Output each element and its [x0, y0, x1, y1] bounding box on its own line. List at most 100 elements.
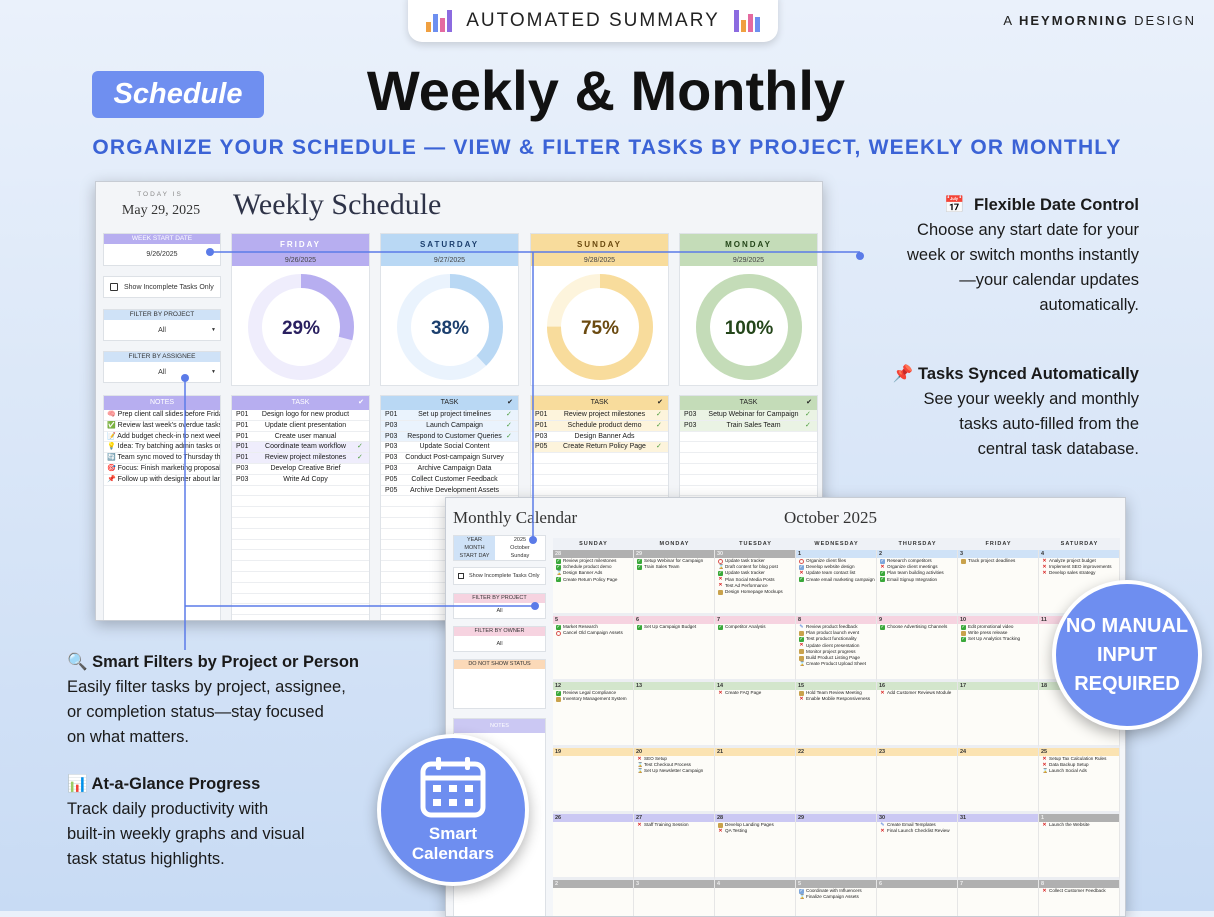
calendar-day[interactable]: 3: [634, 880, 715, 916]
task-row[interactable]: P01 Coordinate team workflow ✓: [232, 442, 369, 454]
calendar-day[interactable]: 30 Update task tracker ⌛ Draft content for …: [715, 550, 796, 616]
calendar-day[interactable]: 28 Develop Landing Pages ✕ QA Testing: [715, 814, 796, 880]
calendar-day[interactable]: 14 ✕ Create FAQ Page: [715, 682, 796, 748]
calendar-day[interactable]: 9 ✓ Choose Advertising Channels: [877, 616, 958, 682]
task-row[interactable]: P05 Archive Development Assets: [381, 486, 518, 497]
calendar-task[interactable]: ✕ Setup Tax Calculation Rules: [1039, 756, 1119, 762]
task-row[interactable]: P01 Create user manual: [232, 432, 369, 443]
year-select[interactable]: 2025: [513, 537, 527, 543]
check-icon[interactable]: ✓: [805, 411, 811, 418]
calendar-task[interactable]: Build Product Listing Page: [796, 655, 876, 661]
calendar-task[interactable]: ✓ Schedule product demo: [553, 564, 633, 570]
check-icon[interactable]: ✓: [357, 443, 363, 451]
calendar-task[interactable]: ✎ Create Email Templates: [877, 822, 957, 828]
task-row[interactable]: P03 Develop Creative Brief: [232, 464, 369, 475]
do-not-show-status-control[interactable]: DO NOT SHOW STATUS: [453, 659, 546, 709]
calendar-task[interactable]: ✕ SEO Setup: [634, 756, 714, 762]
calendar-task[interactable]: Organize client files: [796, 558, 876, 564]
calendar-task[interactable]: Develop Landing Pages: [715, 822, 795, 828]
incomplete-toggle[interactable]: Show Incomplete Tasks Only: [453, 567, 546, 585]
calendar-task[interactable]: ✓ Coordinate with Influencers: [796, 888, 876, 894]
task-row[interactable]: P05 Create Return Policy Page ✓: [531, 442, 668, 454]
calendar-day[interactable]: 4: [715, 880, 796, 916]
calendar-task[interactable]: ✓ Update task tracker: [715, 570, 795, 576]
calendar-day[interactable]: 8 ✎ Review product feedback Plan product la…: [796, 616, 877, 682]
task-row[interactable]: P03 Launch Campaign ✓: [381, 420, 518, 432]
task-row[interactable]: P03 Conduct Post-campaign Survey: [381, 453, 518, 464]
task-row[interactable]: P01 Schedule product demo ✓: [531, 420, 668, 432]
month-select[interactable]: October: [510, 545, 530, 551]
calendar-task[interactable]: ✓ Set Up Campaign Budget: [634, 624, 714, 630]
calendar-task[interactable]: Design Homepage Mockups: [715, 589, 795, 595]
calendar-task[interactable]: ✕ Add Customer Reviews Module: [877, 690, 957, 696]
calendar-task[interactable]: ✓ Plan team building activities: [877, 570, 957, 576]
calendar-task[interactable]: ⌛ Draft content for blog post: [715, 564, 795, 570]
calendar-task[interactable]: Monitor project progress: [796, 649, 876, 655]
calendar-task[interactable]: ✓ Create email marketing campaign: [796, 577, 876, 583]
calendar-day[interactable]: 6 ✓ Set Up Campaign Budget: [634, 616, 715, 682]
week-start-input[interactable]: 9/26/2025: [146, 251, 178, 258]
calendar-task[interactable]: ✕ Update team contact list: [796, 570, 876, 576]
calendar-task[interactable]: ✎ Review product feedback: [796, 624, 876, 630]
calendar-day[interactable]: 10 ✓ Edit promotional video Write press rel…: [958, 616, 1039, 682]
calendar-task[interactable]: ✕ Analyze project budget: [1039, 558, 1119, 564]
calendar-task[interactable]: ✕ Create FAQ Page: [715, 690, 795, 696]
calendar-task[interactable]: ✕ Staff Training Session: [634, 822, 714, 828]
calendar-day[interactable]: 7: [958, 880, 1039, 916]
calendar-day[interactable]: 28 ✓ Review project milestones ✓ Schedule pr…: [553, 550, 634, 616]
calendar-task[interactable]: ✓ Test product functionality: [796, 636, 876, 642]
calendar-day[interactable]: 2 ✓ Research competitors ✕ Organize client m…: [877, 550, 958, 616]
calendar-day[interactable]: 25 ✕ Setup Tax Calculation Rules ✕ Data Back…: [1039, 748, 1120, 814]
incomplete-toggle[interactable]: Show Incomplete Tasks Only: [103, 276, 221, 298]
calendar-task[interactable]: ⌛ Set Up Newsletter Campaign: [634, 768, 714, 774]
calendar-task[interactable]: Write press release: [958, 630, 1038, 636]
calendar-task[interactable]: ✓ Train Sales Team: [634, 564, 714, 570]
calendar-task[interactable]: ⌛ Finalize Campaign Assets: [796, 894, 876, 900]
filter-owner-select[interactable]: All: [496, 641, 503, 647]
calendar-task[interactable]: ✕ Test Ad Performance: [715, 583, 795, 589]
calendar-task[interactable]: Cancel Old Campaign Assets: [553, 630, 633, 636]
calendar-day[interactable]: 7 ✓ Competitor Analysis: [715, 616, 796, 682]
calendar-day[interactable]: 6: [877, 880, 958, 916]
calendar-day[interactable]: 19: [553, 748, 634, 814]
calendar-task[interactable]: ⌛ Launch Social Ads: [1039, 768, 1119, 774]
calendar-task[interactable]: Track project deadlines: [958, 558, 1038, 564]
task-row[interactable]: P01 Review project milestones ✓: [232, 453, 369, 464]
calendar-task[interactable]: ✕ Implement SEO improvements: [1039, 564, 1119, 570]
calendar-task[interactable]: ✓ Research competitors: [877, 558, 957, 564]
calendar-task[interactable]: ✕ Data Backup Setup: [1039, 762, 1119, 768]
filter-project-select[interactable]: All: [496, 608, 503, 614]
calendar-day[interactable]: 15 Hold Team Review Meeting ✕ Enable Mobile…: [796, 682, 877, 748]
task-row[interactable]: P03 Setup Webinar for Campaign ✓: [680, 410, 817, 421]
calendar-task[interactable]: ⌛ Design Banner Ads: [553, 570, 633, 576]
calendar-task[interactable]: ✕ Collect Customer Feedback: [1039, 888, 1119, 894]
check-icon[interactable]: ✓: [656, 411, 662, 418]
check-icon[interactable]: ✓: [656, 443, 662, 451]
start-day-select[interactable]: Sunday: [510, 553, 530, 559]
calendar-day[interactable]: 2: [553, 880, 634, 916]
calendar-day[interactable]: 1 ✕ Launch the Website: [1039, 814, 1120, 880]
task-row[interactable]: P03 Archive Campaign Data: [381, 464, 518, 475]
task-row[interactable]: P05 Collect Customer Feedback: [381, 475, 518, 486]
check-icon[interactable]: ✓: [506, 432, 512, 440]
calendar-task[interactable]: Plan product launch event: [796, 630, 876, 636]
check-icon[interactable]: ✓: [357, 454, 363, 462]
calendar-task[interactable]: ✓ Email Signup Integration: [877, 577, 957, 583]
calendar-day[interactable]: 29: [796, 814, 877, 880]
task-row[interactable]: P01 Update client presentation: [232, 421, 369, 432]
calendar-day[interactable]: 20 ✕ SEO Setup ⌛ Test Checkout Process ⌛ Set U…: [634, 748, 715, 814]
calendar-task[interactable]: ✓ Competitor Analysis: [715, 624, 795, 630]
task-row[interactable]: P03 Respond to Customer Queries ✓: [381, 431, 518, 443]
check-icon[interactable]: ✓: [656, 421, 662, 429]
check-icon[interactable]: ✓: [506, 421, 512, 429]
calendar-day[interactable]: 16 ✕ Add Customer Reviews Module: [877, 682, 958, 748]
calendar-task[interactable]: ✕ Plan Social Media Posts: [715, 577, 795, 583]
calendar-day[interactable]: 1 Organize client files ✓ Develop website d…: [796, 550, 877, 616]
calendar-day[interactable]: 17: [958, 682, 1039, 748]
dropdown-arrow-icon[interactable]: ▼: [211, 369, 216, 375]
calendar-task[interactable]: ✕ Launch the Website: [1039, 822, 1119, 828]
calendar-task[interactable]: Update task tracker: [715, 558, 795, 564]
calendar-day[interactable]: 31: [958, 814, 1039, 880]
calendar-task[interactable]: Inventory Management System: [553, 696, 633, 702]
filter-project-select[interactable]: All ▼: [104, 320, 220, 341]
